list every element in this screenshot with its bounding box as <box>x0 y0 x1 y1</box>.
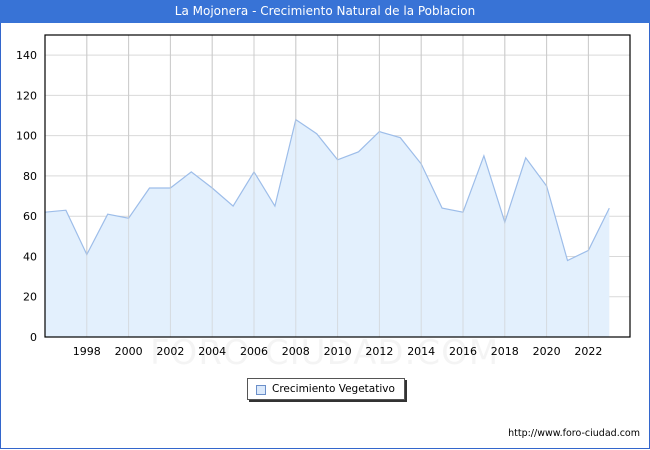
x-tick-label: 2012 <box>365 345 393 358</box>
x-tick-label: 1998 <box>73 345 101 358</box>
chart-title: La Mojonera - Crecimiento Natural de la … <box>0 0 650 23</box>
x-tick-label: 2000 <box>115 345 143 358</box>
x-tick-label: 2010 <box>324 345 352 358</box>
x-tick-label: 2008 <box>282 345 310 358</box>
y-tick-label: 60 <box>23 210 37 223</box>
legend-swatch-icon <box>256 385 266 395</box>
source-url: http://www.foro-ciudad.com <box>508 428 640 439</box>
area-fill <box>45 119 610 337</box>
x-tick-label: 2002 <box>156 345 184 358</box>
legend: Crecimiento Vegetativo <box>247 378 405 400</box>
x-tick-label: 2018 <box>491 345 519 358</box>
series-line <box>44 118 610 262</box>
y-tick-label: 100 <box>16 130 37 143</box>
y-tick-label: 40 <box>23 250 37 263</box>
x-tick-label: 2004 <box>198 345 226 358</box>
y-tick-label: 0 <box>30 331 37 344</box>
x-tick-label: 2014 <box>407 345 435 358</box>
x-tick-label: 2006 <box>240 345 268 358</box>
legend-label: Crecimiento Vegetativo <box>272 383 395 395</box>
y-tick-label: 20 <box>23 291 37 304</box>
x-tick-label: 2016 <box>449 345 477 358</box>
plot-border <box>44 34 631 338</box>
x-tick-label: 2020 <box>533 345 561 358</box>
watermark: FORO-CIUDAD.COM <box>150 333 499 373</box>
y-tick-label: 120 <box>16 89 37 102</box>
x-tick-label: 2022 <box>574 345 602 358</box>
y-tick-label: 140 <box>16 49 37 62</box>
y-tick-label: 80 <box>23 170 37 183</box>
